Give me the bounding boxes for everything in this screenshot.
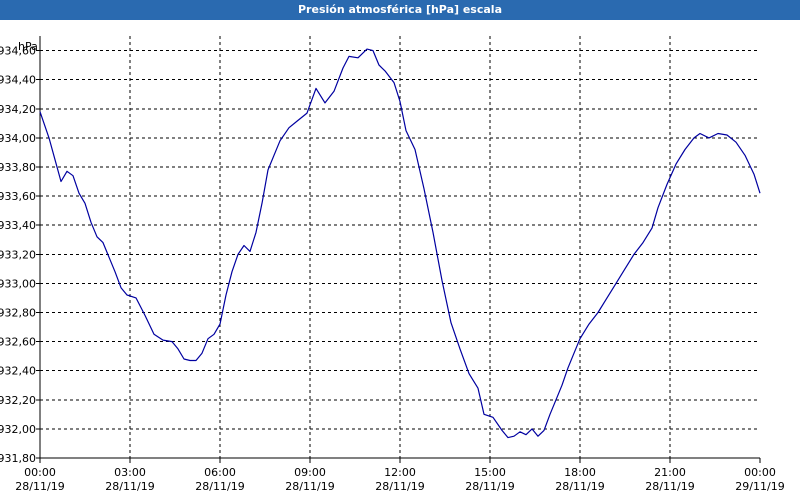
y-tick-label: 932,60 bbox=[0, 336, 36, 349]
x-tick-date: 28/11/19 bbox=[555, 480, 604, 493]
x-tick-date: 28/11/19 bbox=[285, 480, 334, 493]
x-tick-date: 28/11/19 bbox=[375, 480, 424, 493]
x-tick-time: 06:00 bbox=[204, 466, 236, 479]
y-tick-label: 933,20 bbox=[0, 248, 36, 261]
x-tick-date: 29/11/19 bbox=[735, 480, 784, 493]
y-tick-label: 933,00 bbox=[0, 277, 36, 290]
x-tick-time: 03:00 bbox=[114, 466, 146, 479]
y-tick-label: 933,40 bbox=[0, 219, 36, 232]
y-tick-label: 934,20 bbox=[0, 103, 36, 116]
x-tick-date: 28/11/19 bbox=[195, 480, 244, 493]
x-tick-time: 09:00 bbox=[294, 466, 326, 479]
x-tick-time: 21:00 bbox=[654, 466, 686, 479]
x-tick-date: 28/11/19 bbox=[465, 480, 514, 493]
y-tick-label: 933,60 bbox=[0, 190, 36, 203]
y-tick-label: 932,40 bbox=[0, 365, 36, 378]
chart-title: Presión atmosférica [hPa] escala bbox=[0, 0, 800, 20]
y-tick-label: 934,40 bbox=[0, 74, 36, 87]
pressure-series-line bbox=[39, 48, 761, 439]
x-tick-time: 00:00 bbox=[744, 466, 776, 479]
x-tick-date: 28/11/19 bbox=[645, 480, 694, 493]
y-tick-label: 933,80 bbox=[0, 161, 36, 174]
x-tick-date: 28/11/19 bbox=[15, 480, 64, 493]
y-tick-label: 931,80 bbox=[0, 452, 36, 465]
y-tick-label: 934,60 bbox=[0, 45, 36, 58]
x-tick-time: 15:00 bbox=[474, 466, 506, 479]
x-tick-date: 28/11/19 bbox=[105, 480, 154, 493]
x-tick-time: 12:00 bbox=[384, 466, 416, 479]
y-tick-label: 932,20 bbox=[0, 394, 36, 407]
y-tick-label: 934,00 bbox=[0, 132, 36, 145]
x-tick-time: 18:00 bbox=[564, 466, 596, 479]
y-tick-label: 932,00 bbox=[0, 423, 36, 436]
y-tick-label: 932,80 bbox=[0, 306, 36, 319]
x-tick-time: 00:00 bbox=[24, 466, 56, 479]
y-axis-unit-label: hPa bbox=[18, 40, 38, 53]
chart-plot: 931,80 932,00 932,20 932,40 932,60 932,80 933,… bbox=[0, 36, 785, 493]
